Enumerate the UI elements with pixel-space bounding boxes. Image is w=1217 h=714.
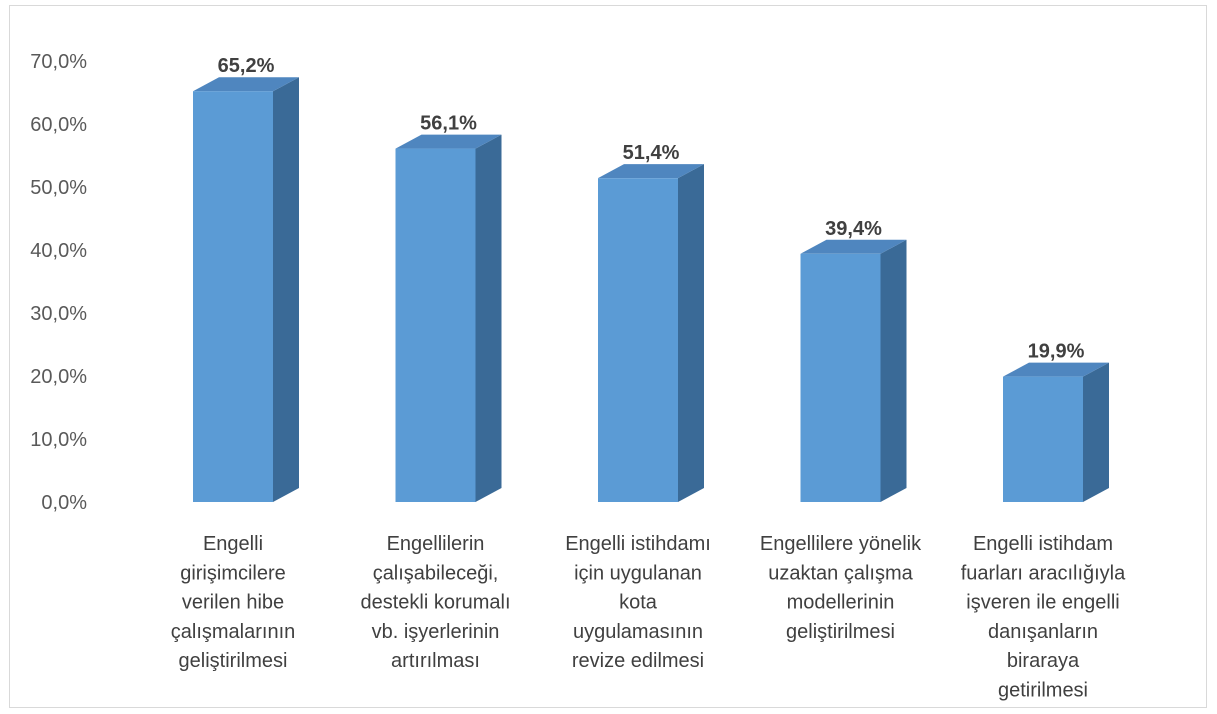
bar-side bbox=[678, 164, 704, 502]
data-label: 51,4% bbox=[623, 142, 680, 164]
chart-frame: 0,0% 10,0% 20,0% 30,0% 40,0% 50,0% 60,0% 70,0% … bbox=[9, 5, 1207, 708]
y-tick-label: 60,0% bbox=[30, 114, 87, 136]
bar-front bbox=[800, 253, 881, 502]
y-tick-label: 40,0% bbox=[30, 240, 87, 262]
y-tick-label: 30,0% bbox=[30, 303, 87, 325]
bar-top bbox=[800, 239, 907, 254]
bar-top bbox=[395, 134, 502, 149]
bar-top bbox=[193, 77, 299, 92]
category-label: Engellilerin çalışabileceği, destekli koru… bbox=[360, 533, 510, 672]
bar-side bbox=[273, 77, 299, 503]
bar bbox=[800, 239, 907, 502]
data-label: 39,4% bbox=[825, 218, 882, 240]
data-labels: 65,2% 56,1% 51,4% 39,4% 19,9% bbox=[218, 55, 1085, 362]
bar-chart: 0,0%10,0%20,0%30,0%40,0%50,0%60,0%70,0% … bbox=[30, 51, 1126, 702]
y-tick-label: 0,0% bbox=[41, 492, 87, 514]
bar-top bbox=[1003, 362, 1109, 377]
y-tick-label: 20,0% bbox=[30, 366, 87, 388]
bar bbox=[395, 134, 502, 502]
category-label: Engelli istihdamı için uygulanan kota uygul… bbox=[565, 533, 711, 672]
category-label: Engelli girişimcilere verilen hibe çalışmal… bbox=[171, 533, 296, 672]
bar bbox=[193, 77, 299, 503]
bar-front bbox=[1003, 376, 1083, 502]
bar bbox=[598, 164, 704, 502]
data-label: 56,1% bbox=[420, 113, 477, 135]
bar-side bbox=[880, 239, 907, 502]
bar bbox=[1003, 362, 1109, 502]
bar-front bbox=[193, 91, 273, 503]
bar-front bbox=[598, 178, 678, 502]
data-label: 65,2% bbox=[218, 55, 275, 77]
bar-front bbox=[395, 148, 476, 502]
category-label: Engellilere yönelik uzaktan çalışma modell… bbox=[760, 533, 922, 643]
bar-side bbox=[1083, 362, 1109, 502]
category-label: Engelli istihdam fuarları aracılığıyla işv… bbox=[961, 533, 1126, 702]
y-tick-label: 50,0% bbox=[30, 177, 87, 199]
y-axis: 0,0% 10,0% 20,0% 30,0% 40,0% 50,0% 60,0% 70,0% bbox=[30, 51, 87, 514]
bar-top bbox=[598, 164, 704, 179]
bars bbox=[193, 77, 1109, 503]
y-tick-label: 10,0% bbox=[30, 429, 87, 451]
y-tick-label: 70,0% bbox=[30, 51, 87, 73]
bar-side bbox=[475, 134, 502, 502]
data-label: 19,9% bbox=[1028, 341, 1085, 363]
category-labels: Engelli girişimcilere verilen hibe çalışmal… bbox=[171, 533, 1126, 702]
